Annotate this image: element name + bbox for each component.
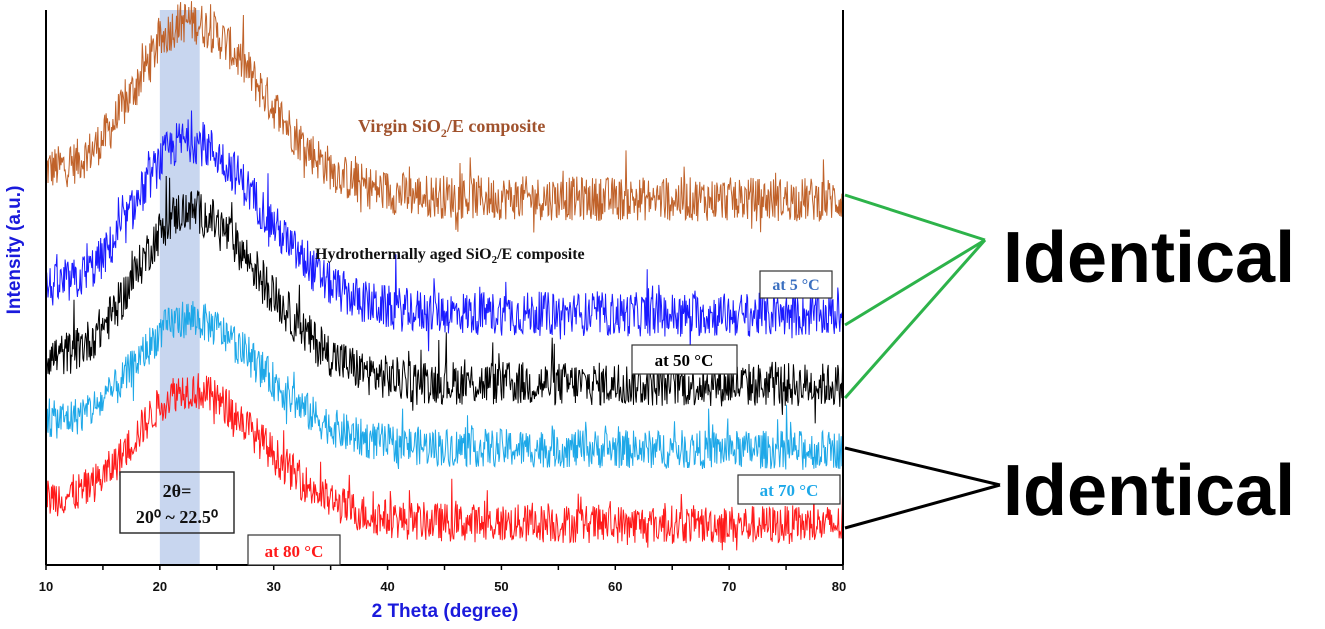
identical-label-bottom: Identical bbox=[1003, 451, 1295, 531]
y-axis-label: Intensity (a.u.) bbox=[4, 186, 25, 315]
x-tick-label: 50 bbox=[494, 579, 508, 594]
identical-label-top: Identical bbox=[1003, 218, 1295, 298]
theta-range-box: 2θ= 20⁰ ~ 22.5⁰ bbox=[119, 471, 235, 534]
svg-text:at 50 °C: at 50 °C bbox=[655, 351, 714, 370]
identical-connector-black bbox=[844, 446, 1001, 530]
identical-connector-green bbox=[843, 193, 987, 399]
label-70c: at 70 °C bbox=[737, 474, 841, 505]
x-axis-label: 2 Theta (degree) bbox=[372, 601, 519, 622]
x-tick-label: 10 bbox=[39, 579, 53, 594]
svg-text:at 70 °C: at 70 °C bbox=[760, 481, 819, 500]
series-line-1 bbox=[45, 110, 843, 352]
label-80c: at 80 °C bbox=[247, 534, 341, 566]
x-tick-label: 80 bbox=[832, 579, 846, 594]
label-50c: at 50 °C bbox=[631, 344, 738, 375]
series-line-0 bbox=[45, 1, 843, 233]
x-tick-label: 60 bbox=[608, 579, 622, 594]
series-line-3 bbox=[45, 301, 843, 470]
svg-text:at 80 °C: at 80 °C bbox=[265, 542, 324, 561]
svg-text:20⁰ ~ 22.5⁰: 20⁰ ~ 22.5⁰ bbox=[136, 507, 218, 527]
label-5c: at 5 °C bbox=[759, 270, 833, 299]
x-tick-label: 70 bbox=[722, 579, 736, 594]
aged-label: Hydrothermally aged SiO2/E composite bbox=[315, 246, 585, 266]
series-line-4 bbox=[45, 373, 843, 551]
x-tick-label: 30 bbox=[266, 579, 280, 594]
x-tick-label: 40 bbox=[380, 579, 394, 594]
x-tick-label: 20 bbox=[153, 579, 167, 594]
svg-text:at 5 °C: at 5 °C bbox=[772, 277, 819, 294]
series-line-2 bbox=[45, 175, 843, 424]
virgin-label: Virgin SiO2/E composite bbox=[358, 116, 545, 140]
svg-text:2θ=: 2θ= bbox=[163, 481, 192, 501]
